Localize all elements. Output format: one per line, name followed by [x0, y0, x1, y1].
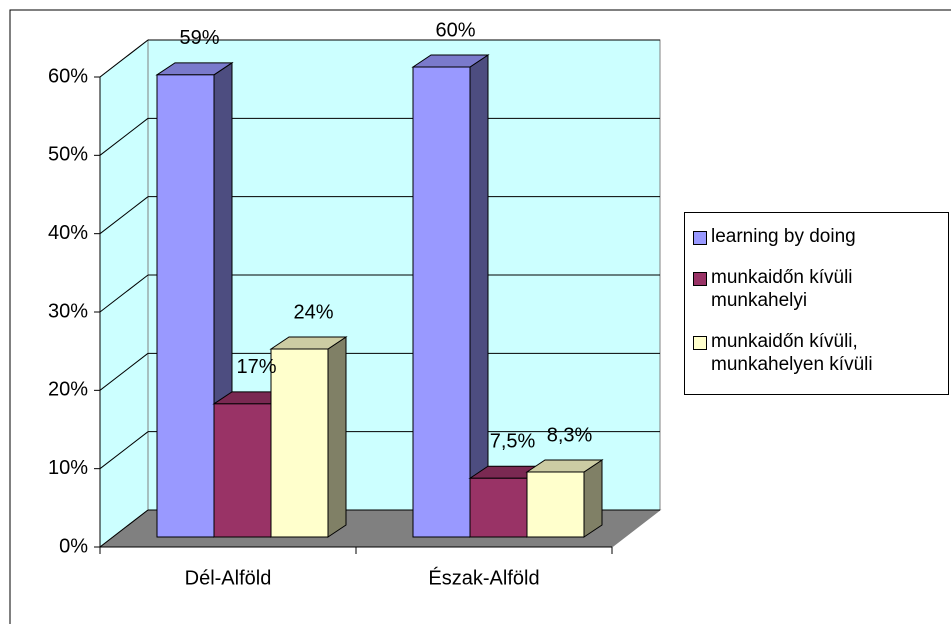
y-tick-label: 40% [48, 222, 88, 244]
legend-label: munkaidőn kívüli, munkahelyen kívüli [711, 331, 873, 375]
x-tick-label: Dél-Alföld [185, 567, 272, 589]
grid-line [99, 509, 149, 548]
grid-line [99, 431, 149, 470]
legend-item: learning by doing [693, 225, 944, 248]
data-label: 60% [435, 19, 475, 41]
bar [213, 403, 272, 538]
bar-side [327, 336, 347, 538]
grid-line [99, 352, 149, 391]
data-label: 17% [236, 356, 276, 378]
y-tick-label: 0% [59, 535, 88, 557]
bar-side [583, 459, 603, 538]
legend-swatch [693, 272, 707, 286]
bar [412, 66, 471, 538]
data-label: 24% [293, 301, 333, 323]
grid-line [99, 196, 149, 235]
x-tick-label: Észak-Alföld [428, 566, 539, 589]
data-label: 8,3% [547, 424, 593, 446]
grid-line [99, 274, 149, 313]
y-tick-label: 30% [48, 300, 88, 322]
grid-line [99, 39, 149, 78]
bar [156, 74, 215, 538]
y-tick-label: 60% [48, 65, 88, 87]
y-tick-label: 50% [48, 144, 88, 166]
data-label: 59% [179, 27, 219, 49]
legend-swatch [693, 231, 707, 245]
legend-label: munkaidőn kívüli munkahelyi [711, 267, 853, 311]
bar [469, 477, 528, 538]
y-tick-label: 10% [48, 457, 88, 479]
legend: learning by doing munkaidőn kívüli munkah… [684, 212, 949, 395]
bar [526, 471, 585, 538]
grid-line [99, 117, 149, 156]
y-tick-label: 20% [48, 379, 88, 401]
legend-label: learning by doing [711, 226, 856, 247]
bar [270, 348, 329, 538]
bar-side [469, 54, 489, 538]
legend-swatch [693, 336, 707, 350]
legend-item: munkaidőn kívüli, munkahelyen kívüli [693, 330, 944, 376]
legend-item: munkaidőn kívüli munkahelyi [693, 266, 944, 312]
data-label: 7,5% [490, 431, 536, 453]
